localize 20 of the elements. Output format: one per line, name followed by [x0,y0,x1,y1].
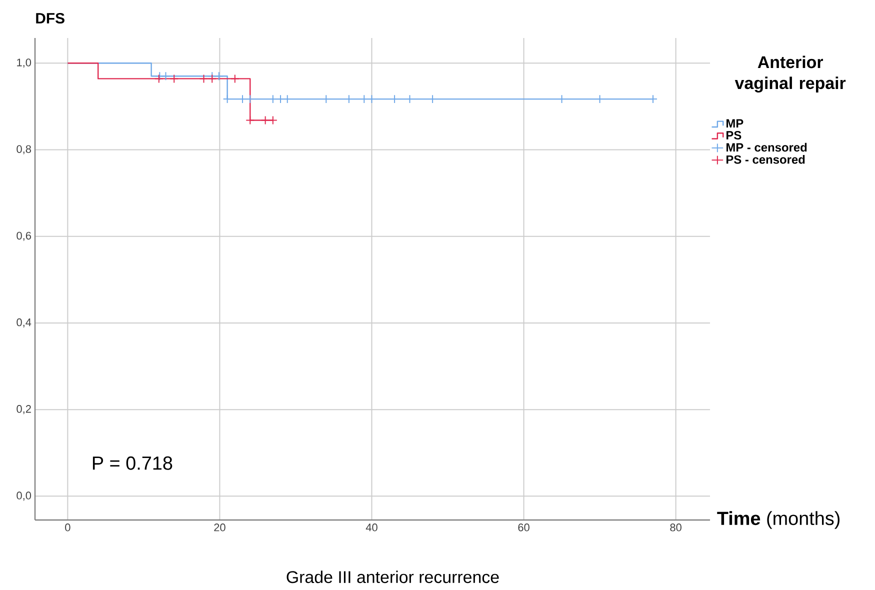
legend-label: MP [726,119,744,128]
y-tick-label: 0,2 [16,405,31,414]
text: Grade III anterior recurrence [286,570,499,584]
x-tick-label: 60 [518,524,530,532]
y-tick-label: 0,0 [16,492,32,501]
x-axis-title: Time (months) [717,511,840,529]
x-tick-label: 80 [670,524,682,532]
y-tick-label: 0,6 [16,232,31,241]
legend-title: Anterior vaginal repair [734,56,846,93]
y-tick-label: 0,4 [16,318,32,328]
x-tick-label: 40 [366,524,378,532]
x-tick-label: 0 [65,524,70,532]
legend-label: MP - censored [726,142,807,152]
y-axis-title: DFS [36,12,64,24]
y-tick-label: 0,8 [16,145,31,154]
y-tick-label: 1,0 [17,58,32,68]
legend-label: PS [726,131,742,140]
x-tick-label: 20 [214,524,226,532]
legend-label: PS - censored [726,155,805,164]
annotation: P = 0.718 [92,456,172,470]
